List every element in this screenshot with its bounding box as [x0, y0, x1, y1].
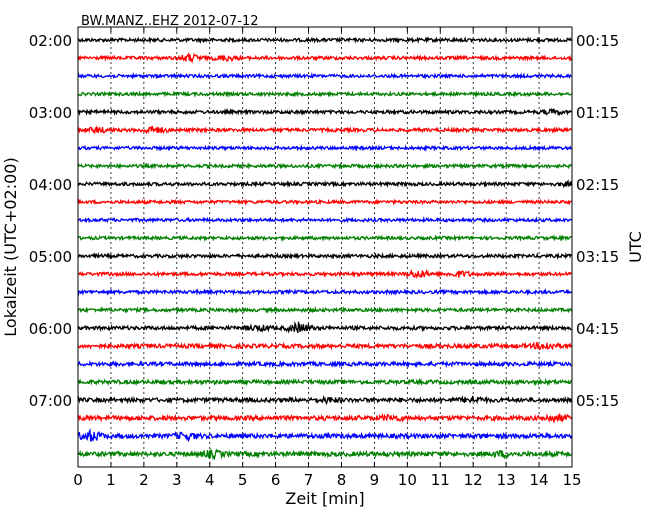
y-tick-label-right: 01:15 — [576, 104, 619, 122]
x-tick-label: 15 — [562, 471, 581, 489]
y-tick-label-right: 04:15 — [576, 320, 619, 338]
y-tick-label-right: 05:15 — [576, 392, 619, 410]
y-tick-label-left: 05:00 — [29, 248, 72, 266]
seismic-trace — [77, 198, 572, 206]
x-tick-label: 14 — [530, 471, 549, 489]
seismic-trace — [77, 179, 573, 189]
seismic-trace — [77, 215, 573, 224]
seismic-trace — [77, 359, 572, 369]
seismic-trace — [77, 234, 572, 243]
x-tick-label: 9 — [370, 471, 380, 489]
x-axis-label: Zeit [min] — [285, 489, 364, 508]
x-tick-label: 8 — [337, 471, 347, 489]
seismic-trace — [77, 377, 572, 387]
seismic-trace — [77, 320, 572, 334]
y-tick-label-left: 02:00 — [29, 32, 72, 50]
x-tick-label: 4 — [205, 471, 215, 489]
y-tick-label-right: 00:15 — [576, 32, 619, 50]
x-tick-label: 11 — [431, 471, 450, 489]
seismic-trace — [77, 341, 573, 351]
x-tick-label: 0 — [73, 471, 83, 489]
y-axis-label-left: Lokalzeit (UTC+02:00) — [1, 157, 20, 336]
x-tick-label: 1 — [106, 471, 116, 489]
x-tick-label: 6 — [271, 471, 281, 489]
seismic-trace — [77, 125, 572, 135]
y-tick-label-left: 04:00 — [29, 176, 72, 194]
seismic-trace — [77, 90, 572, 98]
seismic-trace — [77, 251, 572, 260]
seismic-trace — [77, 36, 573, 44]
seismic-trace — [77, 305, 573, 314]
seismic-trace — [77, 287, 573, 297]
seismic-trace — [77, 413, 573, 423]
seismic-trace — [77, 107, 572, 117]
seismic-trace — [77, 427, 573, 443]
x-tick-label: 5 — [238, 471, 248, 489]
seismic-trace — [77, 268, 572, 280]
y-tick-label-right: 02:15 — [576, 176, 619, 194]
seismic-trace — [77, 143, 572, 153]
y-tick-label-left: 03:00 — [29, 104, 72, 122]
x-tick-label: 3 — [172, 471, 182, 489]
x-tick-label: 2 — [139, 471, 149, 489]
x-tick-label: 12 — [464, 471, 483, 489]
x-tick-label: 7 — [304, 471, 314, 489]
seismic-trace — [77, 162, 573, 170]
y-tick-label-left: 07:00 — [29, 392, 72, 410]
seismic-trace — [77, 72, 572, 80]
y-axis-label-right: UTC — [626, 231, 645, 263]
seismic-trace — [77, 448, 572, 461]
seismic-trace — [77, 394, 573, 406]
x-tick-label: 13 — [497, 471, 516, 489]
y-tick-label-left: 06:00 — [29, 320, 72, 338]
plot-frame — [77, 26, 573, 468]
y-tick-label-right: 03:15 — [576, 248, 619, 266]
seismic-trace — [77, 51, 573, 64]
chart-title: BW.MANZ..EHZ 2012-07-12 — [81, 14, 259, 29]
x-tick-label: 10 — [398, 471, 417, 489]
